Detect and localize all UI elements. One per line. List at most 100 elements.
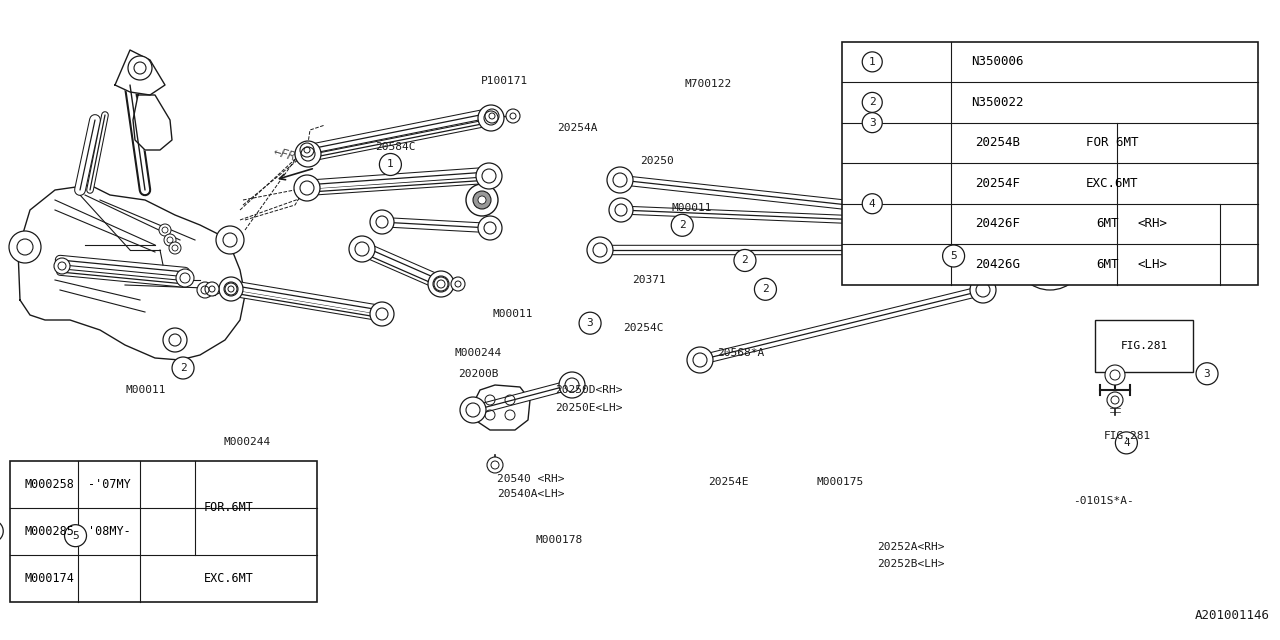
Text: 2: 2 [741, 255, 749, 266]
Text: 20250: 20250 [640, 156, 673, 166]
Text: M000175: M000175 [817, 477, 864, 487]
Circle shape [294, 141, 321, 167]
Circle shape [486, 457, 503, 473]
Text: N350006: N350006 [972, 56, 1024, 68]
Text: 20254A: 20254A [557, 123, 598, 133]
Circle shape [607, 167, 634, 193]
Text: M00011: M00011 [493, 308, 534, 319]
Text: N350022: N350022 [972, 96, 1024, 109]
Text: 20250E<LH>: 20250E<LH> [556, 403, 623, 413]
Text: 20252A<RH>: 20252A<RH> [877, 542, 945, 552]
Circle shape [477, 216, 502, 240]
Circle shape [1196, 363, 1219, 385]
Text: 4: 4 [1123, 438, 1130, 448]
Text: 3: 3 [586, 318, 594, 328]
Text: 20254F: 20254F [975, 177, 1020, 190]
Circle shape [1105, 365, 1125, 385]
Text: ←FRONT: ←FRONT [271, 146, 319, 170]
Text: 3: 3 [869, 118, 876, 127]
Text: EXC.6MT: EXC.6MT [1085, 177, 1138, 190]
Circle shape [477, 196, 486, 204]
Text: 20426F: 20426F [975, 218, 1020, 230]
Circle shape [216, 226, 244, 254]
Text: 20371: 20371 [632, 275, 666, 285]
Text: M000244: M000244 [454, 348, 502, 358]
Circle shape [863, 113, 882, 132]
Text: 20252B<LH>: 20252B<LH> [877, 559, 945, 570]
Circle shape [1115, 432, 1138, 454]
Text: '08MY-: '08MY- [88, 525, 131, 538]
Bar [10, 461, 317, 602]
Circle shape [474, 191, 492, 209]
Circle shape [460, 397, 486, 423]
Text: 6MT: 6MT [1096, 258, 1119, 271]
Circle shape [379, 154, 402, 175]
Text: A201001146: A201001146 [1196, 609, 1270, 622]
Text: EXC.6MT: EXC.6MT [204, 572, 253, 584]
Circle shape [1015, 220, 1085, 290]
Text: FIG.281: FIG.281 [1103, 431, 1151, 442]
Text: M00011: M00011 [125, 385, 166, 396]
Text: -'07MY: -'07MY [88, 478, 131, 491]
Circle shape [172, 357, 195, 379]
Text: M000285: M000285 [24, 525, 74, 538]
Circle shape [128, 56, 152, 80]
Text: 20254E: 20254E [708, 477, 749, 487]
Text: 2: 2 [179, 363, 187, 373]
Circle shape [224, 282, 238, 296]
Circle shape [164, 234, 177, 246]
Text: 2: 2 [869, 97, 876, 108]
Circle shape [64, 525, 87, 547]
Polygon shape [115, 50, 165, 95]
Text: 20200B: 20200B [458, 369, 499, 380]
Circle shape [1107, 392, 1123, 408]
Circle shape [54, 258, 70, 274]
Text: 2: 2 [762, 284, 769, 294]
Text: M000174: M000174 [24, 572, 74, 584]
Circle shape [370, 302, 394, 326]
Circle shape [0, 520, 4, 542]
Circle shape [485, 109, 499, 123]
Polygon shape [133, 95, 172, 150]
Circle shape [863, 92, 882, 113]
Text: M000244: M000244 [224, 436, 271, 447]
Text: 20584C: 20584C [375, 142, 416, 152]
Text: 4: 4 [869, 199, 876, 209]
Text: 20250D<RH>: 20250D<RH> [556, 385, 623, 396]
Text: M000258: M000258 [24, 478, 74, 491]
Circle shape [733, 250, 756, 271]
Text: FOR.6MT: FOR.6MT [204, 501, 253, 514]
Circle shape [300, 143, 314, 157]
Circle shape [863, 52, 882, 72]
Circle shape [863, 194, 882, 214]
Circle shape [433, 276, 449, 292]
Text: 20254C: 20254C [623, 323, 664, 333]
Text: 20568*A: 20568*A [717, 348, 764, 358]
Circle shape [754, 278, 777, 300]
Circle shape [370, 210, 394, 234]
Text: 1: 1 [869, 57, 876, 67]
Circle shape [197, 282, 212, 298]
Circle shape [205, 282, 219, 296]
Text: M00011: M00011 [672, 203, 713, 213]
Circle shape [477, 105, 504, 131]
Circle shape [579, 312, 602, 334]
Text: <LH>: <LH> [1137, 258, 1167, 271]
Text: 6MT: 6MT [1096, 218, 1119, 230]
Circle shape [294, 175, 320, 201]
Text: 5: 5 [950, 251, 957, 261]
Text: 20426G: 20426G [975, 258, 1020, 271]
Circle shape [687, 347, 713, 373]
Text: <RH>: <RH> [1137, 218, 1167, 230]
Bar [842, 42, 1258, 285]
Circle shape [349, 236, 375, 262]
Circle shape [476, 163, 502, 189]
Circle shape [671, 214, 694, 236]
Text: M700122: M700122 [685, 79, 732, 89]
Text: 20540 <RH>: 20540 <RH> [497, 474, 564, 484]
Text: 2: 2 [678, 220, 686, 230]
Circle shape [219, 277, 243, 301]
Circle shape [169, 242, 180, 254]
Circle shape [942, 245, 965, 267]
Text: M000178: M000178 [535, 534, 582, 545]
